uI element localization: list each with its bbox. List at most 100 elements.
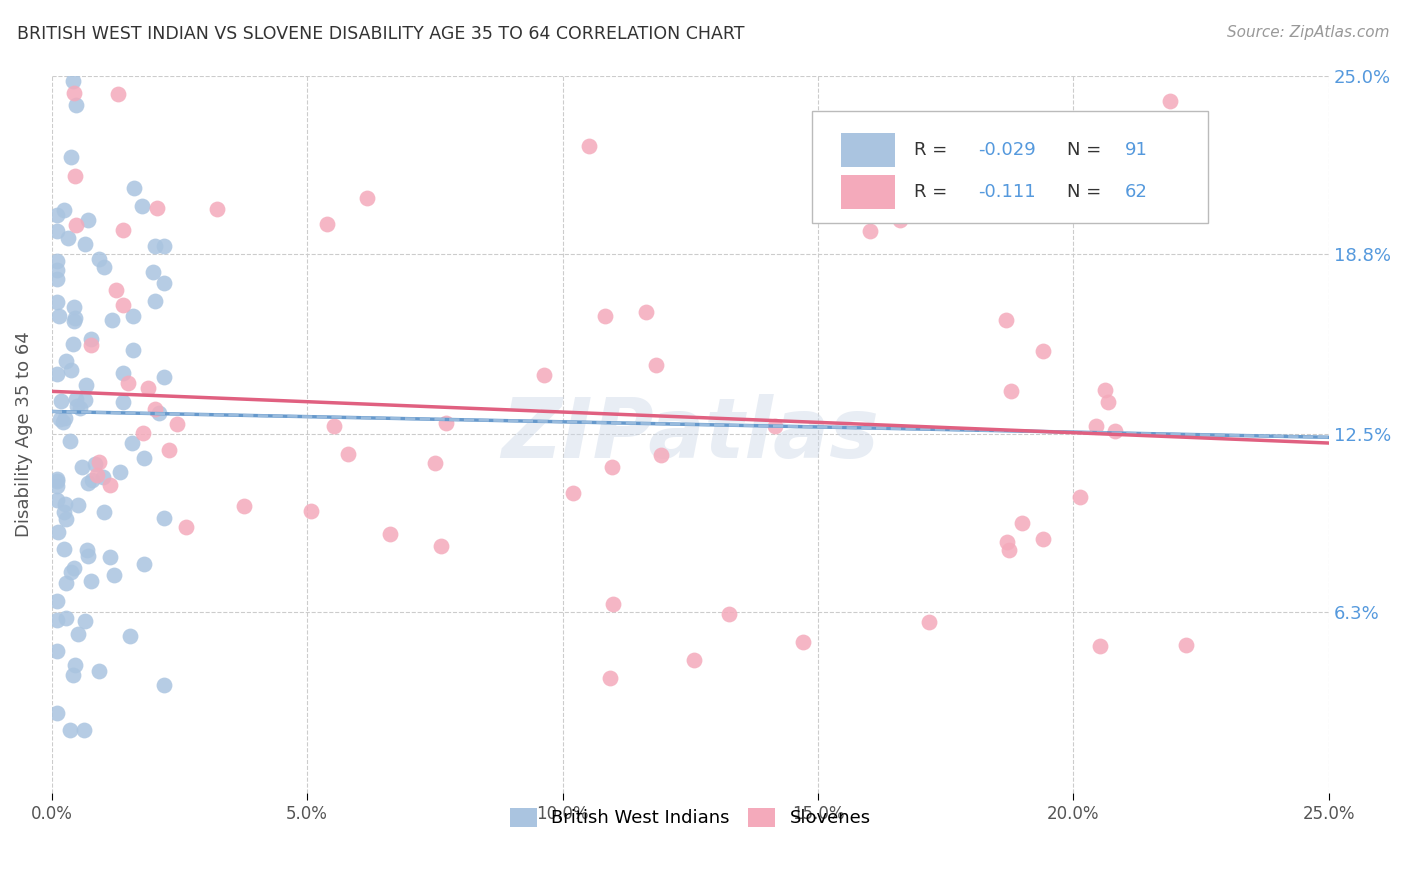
Point: [146, 201, 169, 215]
Point: [889, 213, 911, 227]
Point: [132, 450, 155, 465]
Point: [62, 336, 84, 351]
Point: [55, 354, 77, 368]
Point: [73, 392, 96, 407]
Point: [131, 198, 153, 212]
Point: [600, 460, 623, 475]
Point: [55, 511, 77, 525]
Point: [53, 411, 76, 425]
Point: [683, 653, 706, 667]
Point: [122, 343, 145, 357]
Point: [299, 504, 322, 518]
Point: [436, 417, 458, 431]
Text: ZIPatlas: ZIPatlas: [502, 394, 879, 475]
Point: [356, 191, 378, 205]
Point: [124, 181, 146, 195]
Point: [62, 74, 84, 88]
Point: [142, 264, 165, 278]
Point: [77, 476, 100, 491]
Point: [63, 561, 86, 575]
Point: [120, 629, 142, 643]
Point: [45, 272, 67, 286]
Point: [66, 399, 89, 413]
Point: [233, 500, 256, 514]
Point: [718, 607, 741, 621]
Point: [1011, 516, 1033, 530]
Point: [107, 87, 129, 101]
Point: [59, 723, 82, 738]
Point: [143, 239, 166, 253]
Point: [86, 468, 108, 483]
Point: [60, 150, 83, 164]
Point: [533, 368, 555, 382]
Point: [858, 224, 880, 238]
Point: [63, 86, 86, 100]
Point: [315, 217, 337, 231]
Text: 91: 91: [1125, 141, 1147, 159]
Text: N =: N =: [1067, 141, 1107, 159]
Text: 62: 62: [1125, 183, 1147, 201]
Point: [63, 658, 86, 673]
Point: [80, 574, 103, 588]
Point: [45, 253, 67, 268]
Point: [65, 98, 87, 112]
Point: [53, 541, 76, 556]
Point: [153, 511, 176, 525]
Point: [73, 237, 96, 252]
Point: [1090, 639, 1112, 653]
Point: [1104, 424, 1126, 438]
Point: [58, 231, 80, 245]
Point: [52, 505, 75, 519]
Point: [65, 218, 87, 232]
Point: [205, 202, 228, 216]
Point: [423, 456, 446, 470]
Point: [45, 479, 67, 493]
Point: [93, 470, 115, 484]
Point: [75, 615, 97, 629]
Point: [76, 543, 98, 558]
Point: [1069, 491, 1091, 505]
Text: Source: ZipAtlas.com: Source: ZipAtlas.com: [1226, 25, 1389, 40]
Point: [98, 478, 121, 492]
Point: [46, 525, 69, 540]
Point: [69, 401, 91, 415]
Point: [143, 402, 166, 417]
Point: [93, 260, 115, 274]
Point: [562, 485, 585, 500]
Point: [45, 474, 67, 488]
Point: [70, 459, 93, 474]
Point: [45, 613, 67, 627]
Point: [1159, 95, 1181, 109]
Point: [105, 283, 128, 297]
Point: [55, 576, 77, 591]
Point: [650, 448, 672, 462]
Text: R =: R =: [914, 183, 959, 201]
Point: [122, 310, 145, 324]
Point: [792, 635, 814, 649]
Point: [132, 557, 155, 571]
Text: N =: N =: [1067, 183, 1107, 201]
Point: [80, 332, 103, 346]
Point: [80, 473, 103, 487]
Point: [1000, 384, 1022, 398]
Point: [89, 455, 111, 469]
Point: [138, 381, 160, 395]
Point: [110, 465, 132, 479]
Point: [67, 499, 90, 513]
Point: [112, 298, 135, 312]
Point: [63, 314, 86, 328]
Point: [53, 203, 76, 218]
Point: [634, 305, 657, 319]
Point: [1097, 395, 1119, 409]
Point: [45, 593, 67, 607]
Point: [157, 442, 180, 457]
Point: [1175, 638, 1198, 652]
Point: [46, 295, 69, 310]
Point: [143, 293, 166, 308]
Point: [45, 367, 67, 381]
Point: [87, 252, 110, 267]
Point: [322, 418, 344, 433]
Text: BRITISH WEST INDIAN VS SLOVENE DISABILITY AGE 35 TO 64 CORRELATION CHART: BRITISH WEST INDIAN VS SLOVENE DISABILIT…: [17, 25, 744, 43]
Point: [593, 309, 616, 323]
Point: [153, 370, 176, 384]
